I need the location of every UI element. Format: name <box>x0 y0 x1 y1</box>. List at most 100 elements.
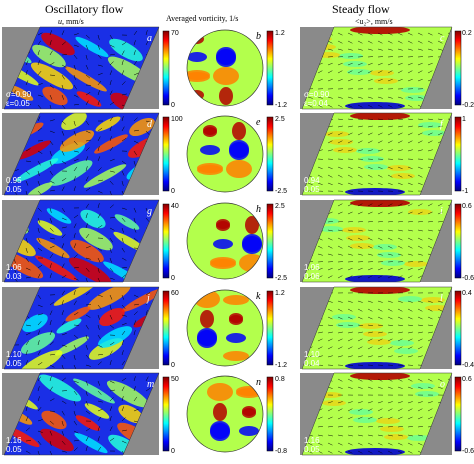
mean-flow-patch <box>405 95 429 101</box>
mean-velocity-arrow <box>327 434 333 437</box>
velocity-arrow <box>133 60 138 66</box>
mean-velocity-arrow <box>357 300 363 303</box>
velocity-arrow <box>85 213 88 219</box>
velocity-arrow <box>37 294 42 300</box>
velocity-arrow <box>109 170 115 173</box>
velocity-arrow <box>49 104 52 109</box>
velocity-arrow <box>121 386 125 392</box>
velocity-arrow <box>97 354 103 356</box>
mean-velocity-arrow <box>337 78 343 82</box>
mean-velocity-arrow <box>347 211 353 215</box>
wall-jet-positive <box>350 200 410 207</box>
velocity-arrow <box>121 350 124 356</box>
colorbar-max-label: 0.4 <box>462 290 472 297</box>
velocity-arrow <box>49 40 52 46</box>
mean-velocity-arrow <box>367 40 373 44</box>
mean-velocity-arrow <box>387 275 393 279</box>
velocity-arrow <box>25 276 31 279</box>
mean-velocity-arrow <box>307 104 313 108</box>
velocity-arrow <box>85 100 89 106</box>
velocity-arrow <box>73 243 77 249</box>
mean-velocity-arrow <box>307 96 313 99</box>
mean-velocity-arrow <box>417 416 423 420</box>
vorticity-field <box>187 116 263 192</box>
velocity-arrow <box>133 150 137 156</box>
velocity-blob <box>65 306 91 322</box>
mean-velocity-arrow <box>387 316 393 320</box>
velocity-arrow <box>61 320 66 326</box>
mean-velocity-arrow <box>357 426 363 428</box>
velocity-arrow <box>13 351 19 356</box>
mean-velocity-arrow <box>327 450 333 454</box>
velocity-arrow <box>121 170 125 176</box>
mean-velocity-arrow <box>417 331 423 334</box>
velocity-arrow <box>49 253 54 259</box>
mean-velocity-arrow <box>317 426 323 428</box>
mean-velocity-arrow <box>347 331 353 334</box>
steady-panel: o 1.160.05 0.6 -0.6 <box>300 372 474 456</box>
velocity-arrow <box>133 408 139 412</box>
velocity-arrow <box>25 406 28 412</box>
velocity-arrow <box>49 180 55 184</box>
mean-velocity-arrow <box>357 338 363 342</box>
mean-velocity-arrow <box>377 331 383 334</box>
circular-boundary <box>186 115 264 193</box>
mean-velocity-arrow <box>317 434 323 437</box>
sigma-value: σ=0.90 <box>6 90 32 99</box>
mean-velocity-arrow <box>417 211 423 215</box>
velocity-arrow <box>145 130 150 135</box>
velocity-arrow <box>49 410 55 412</box>
mean-velocity-arrow <box>367 211 373 215</box>
mean-velocity-arrow <box>327 104 333 108</box>
velocity-arrow <box>61 263 65 269</box>
velocity-arrow <box>73 54 78 60</box>
mean-velocity-arrow <box>377 324 383 326</box>
velocity-arrow <box>73 94 79 98</box>
velocity-arrow <box>145 40 149 46</box>
mean-velocity-arrow <box>367 378 373 382</box>
velocity-arrow <box>109 101 115 106</box>
velocity-arrow <box>97 426 100 432</box>
velocity-arrow <box>97 156 101 162</box>
velocity-blob <box>121 288 159 312</box>
mean-velocity-arrow <box>397 132 403 136</box>
velocity-arrow <box>37 83 43 86</box>
oscillatory-panel: m 1.160.05 50 0 <box>2 372 179 456</box>
velocity-arrow <box>73 312 79 316</box>
mean-velocity-arrow <box>397 355 403 358</box>
circular-boundary <box>186 289 264 367</box>
velocity-arrow <box>61 333 67 336</box>
velocity-arrow <box>49 84 54 89</box>
mean-velocity-arrow <box>347 275 353 279</box>
velocity-arrow <box>97 44 100 50</box>
mean-velocity-arrow <box>427 378 433 382</box>
velocity-blob <box>30 62 74 90</box>
mean-velocity-arrow <box>357 434 363 437</box>
mean-flow-patch <box>325 131 349 137</box>
velocity-arrow <box>25 324 31 327</box>
velocity-arrow <box>13 267 17 273</box>
mean-velocity-arrow <box>357 324 363 326</box>
mean-velocity-arrow <box>357 378 363 382</box>
velocity-arrow <box>121 294 124 300</box>
velocity-arrow <box>61 420 64 426</box>
mean-velocity-arrow <box>397 331 403 334</box>
velocity-arrow <box>85 176 89 182</box>
mean-velocity-arrow <box>327 275 333 279</box>
mean-velocity-arrow <box>387 203 393 207</box>
velocity-arrow <box>37 440 42 446</box>
epsilon-value: ε=0.04 <box>304 99 328 108</box>
colorbar <box>454 376 462 452</box>
velocity-arrow <box>109 136 112 142</box>
velocity-arrow <box>49 119 55 122</box>
velocity-blob <box>75 415 101 431</box>
vorticity-cell <box>213 403 227 421</box>
mean-velocity-arrow <box>427 70 433 74</box>
velocity-arrow <box>109 294 113 300</box>
velocity-arrow <box>61 41 66 46</box>
velocity-arrow <box>49 170 53 176</box>
mean-velocity-arrow <box>367 401 373 404</box>
mean-velocity-arrow <box>337 211 343 215</box>
velocity-arrow <box>133 294 139 298</box>
velocity-arrow <box>133 311 138 316</box>
